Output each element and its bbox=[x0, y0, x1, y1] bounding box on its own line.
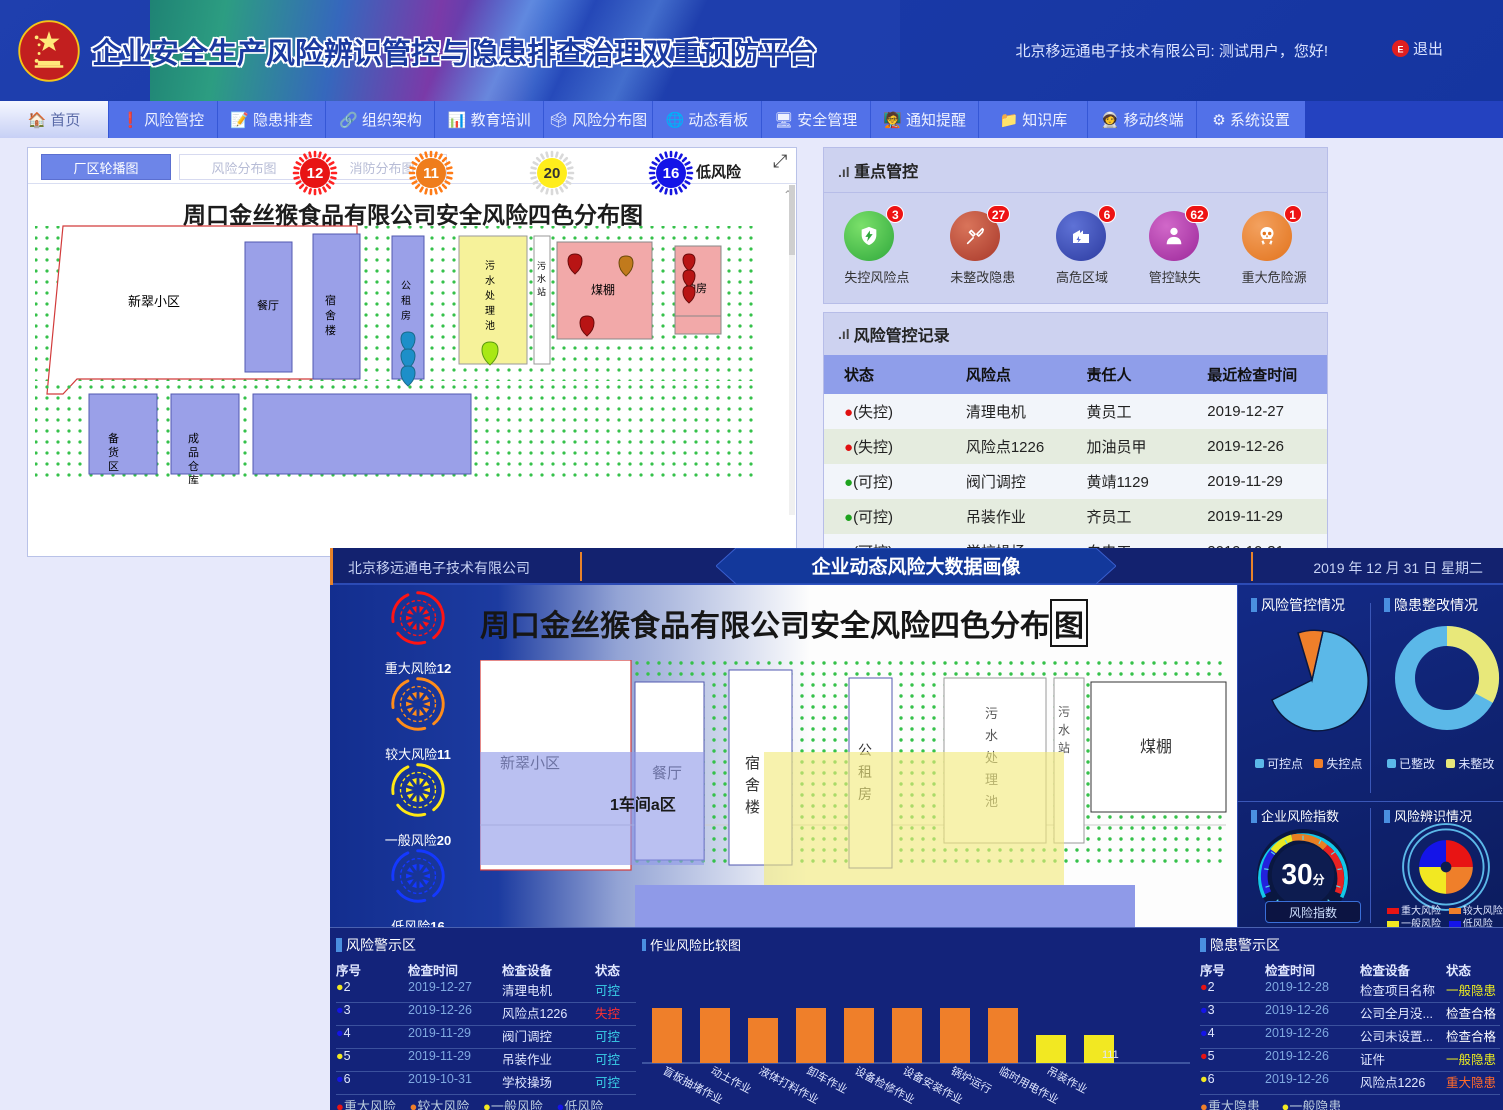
svg-text:污: 污 bbox=[1058, 705, 1070, 719]
svg-text:宿: 宿 bbox=[325, 293, 336, 307]
svg-text:处: 处 bbox=[485, 290, 495, 302]
svg-text:成: 成 bbox=[188, 432, 199, 445]
svg-text:备: 备 bbox=[108, 431, 119, 445]
svg-text:新翠小区: 新翠小区 bbox=[128, 294, 180, 309]
svg-text:站: 站 bbox=[537, 286, 546, 297]
svg-text:区: 区 bbox=[108, 461, 119, 473]
svg-text:仓: 仓 bbox=[188, 459, 199, 473]
svg-text:舍: 舍 bbox=[325, 308, 336, 322]
svg-text:污: 污 bbox=[537, 260, 546, 271]
svg-text:租: 租 bbox=[401, 294, 411, 307]
svg-text:水: 水 bbox=[537, 273, 546, 284]
svg-text:池: 池 bbox=[485, 319, 495, 332]
svg-text:污: 污 bbox=[485, 260, 495, 272]
svg-text:12: 12 bbox=[307, 165, 324, 182]
svg-text:20: 20 bbox=[544, 165, 561, 182]
svg-text:企业动态风险大数据画像: 企业动态风险大数据画像 bbox=[810, 555, 1021, 578]
svg-text:品: 品 bbox=[188, 446, 199, 459]
svg-text:舍: 舍 bbox=[745, 777, 760, 794]
svg-text:餐厅: 餐厅 bbox=[257, 298, 279, 312]
svg-text:货: 货 bbox=[108, 445, 119, 459]
svg-text:水: 水 bbox=[985, 728, 998, 743]
svg-text:理: 理 bbox=[485, 305, 495, 317]
svg-text:E: E bbox=[1397, 45, 1403, 55]
svg-text:污: 污 bbox=[985, 706, 998, 721]
svg-text:111: 111 bbox=[1102, 1049, 1119, 1061]
svg-text:16: 16 bbox=[663, 165, 680, 182]
svg-text:楼: 楼 bbox=[325, 323, 336, 337]
svg-text:水: 水 bbox=[1058, 723, 1070, 737]
svg-text:1车间a区: 1车间a区 bbox=[610, 795, 676, 814]
svg-text:楼: 楼 bbox=[745, 799, 760, 816]
svg-text:库: 库 bbox=[188, 474, 199, 484]
svg-text:公: 公 bbox=[401, 281, 411, 292]
svg-text:煤棚: 煤棚 bbox=[591, 282, 615, 297]
svg-text:煤棚: 煤棚 bbox=[1140, 738, 1172, 756]
svg-text:水: 水 bbox=[485, 275, 495, 287]
svg-text:宿: 宿 bbox=[745, 755, 760, 772]
svg-text:11: 11 bbox=[423, 165, 439, 182]
svg-text:房: 房 bbox=[401, 309, 411, 322]
